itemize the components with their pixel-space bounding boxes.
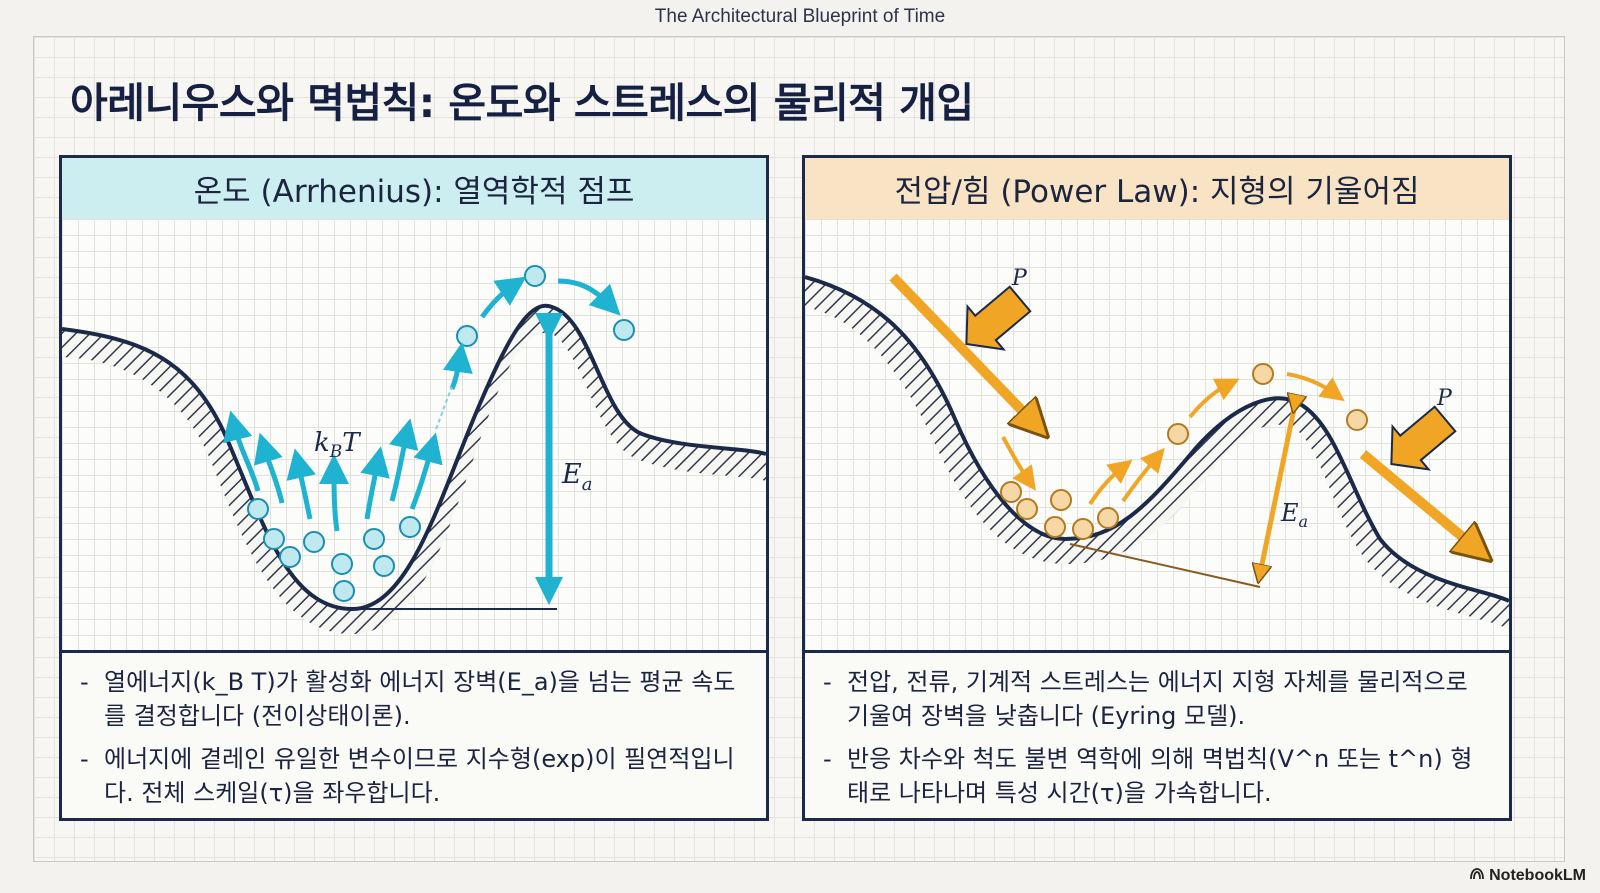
energy-well-diagram: kBT Ea — [62, 265, 766, 634]
top-caption: The Architectural Blueprint of Time — [654, 6, 946, 27]
arrhenius-bullets: 열에너지(k_B T)가 활성화 에너지 장벽(E_a)을 넘는 평균 속도를 … — [62, 653, 766, 818]
power-law-panel: 전압/힘 (Power Law): 지형의 기울어짐 — [802, 155, 1512, 821]
ea-label-left: Ea — [561, 459, 592, 495]
ground-hatch — [62, 305, 766, 634]
power-law-bullet-1: 전압, 전류, 기계적 스트레스는 에너지 지형 자체를 물리적으로 기울여 장… — [821, 665, 1489, 733]
particles-right — [1000, 363, 1368, 540]
notebooklm-logo: NotebookLM — [1470, 867, 1586, 885]
tilted-curve — [805, 275, 1509, 603]
power-law-header: 전압/힘 (Power Law): 지형의 기울어짐 — [805, 158, 1509, 222]
slide: 아레니우스와 멱법칙: 온도와 스트레스의 물리적 개입 온도 (Arrheni… — [33, 36, 1565, 862]
ea-label-right: Ea — [1280, 499, 1308, 531]
push-arrow-right — [1359, 450, 1477, 549]
power-law-bullets: 전압, 전류, 기계적 스트레스는 에너지 지형 자체를 물리적으로 기울여 장… — [805, 653, 1509, 818]
ea-arrow-right — [1260, 404, 1295, 574]
arrhenius-bullet-1: 열에너지(k_B T)가 활성화 에너지 장벽(E_a)을 넘는 평균 속도를 … — [78, 665, 746, 733]
particles — [247, 265, 635, 602]
notebook-logo-icon — [1470, 867, 1485, 885]
svg-text:P: P — [1436, 386, 1453, 411]
tilted-landscape-diagram: P P — [805, 266, 1509, 629]
power-law-diagram: P P — [805, 219, 1509, 653]
power-law-bullet-2: 반응 차수와 척도 불변 역학에 의해 멱법칙(V^n 또는 t^n) 형태로 … — [821, 742, 1489, 810]
svg-text:P: P — [1011, 266, 1028, 291]
kt-label: kBT — [314, 428, 361, 462]
page-title: 아레니우스와 멱법칙: 온도와 스트레스의 물리적 개입 — [70, 79, 974, 127]
thermal-arrows — [223, 276, 621, 532]
logo-text: NotebookLM — [1489, 867, 1586, 884]
motion-arrows-right — [1001, 372, 1345, 506]
force-arrow-right: P — [1390, 386, 1457, 471]
arrhenius-panel: 온도 (Arrhenius): 열역학적 점프 — [59, 155, 769, 821]
arrhenius-header: 온도 (Arrhenius): 열역학적 점프 — [62, 158, 766, 222]
arrhenius-bullet-2: 에너지에 곁레인 유일한 변수이므로 지수형(exp)이 필연적입니다. 전체 … — [78, 742, 746, 810]
force-arrow-top-left: P — [965, 266, 1032, 351]
arrhenius-diagram: kBT Ea — [62, 219, 766, 653]
push-arrow-left — [889, 273, 1035, 424]
